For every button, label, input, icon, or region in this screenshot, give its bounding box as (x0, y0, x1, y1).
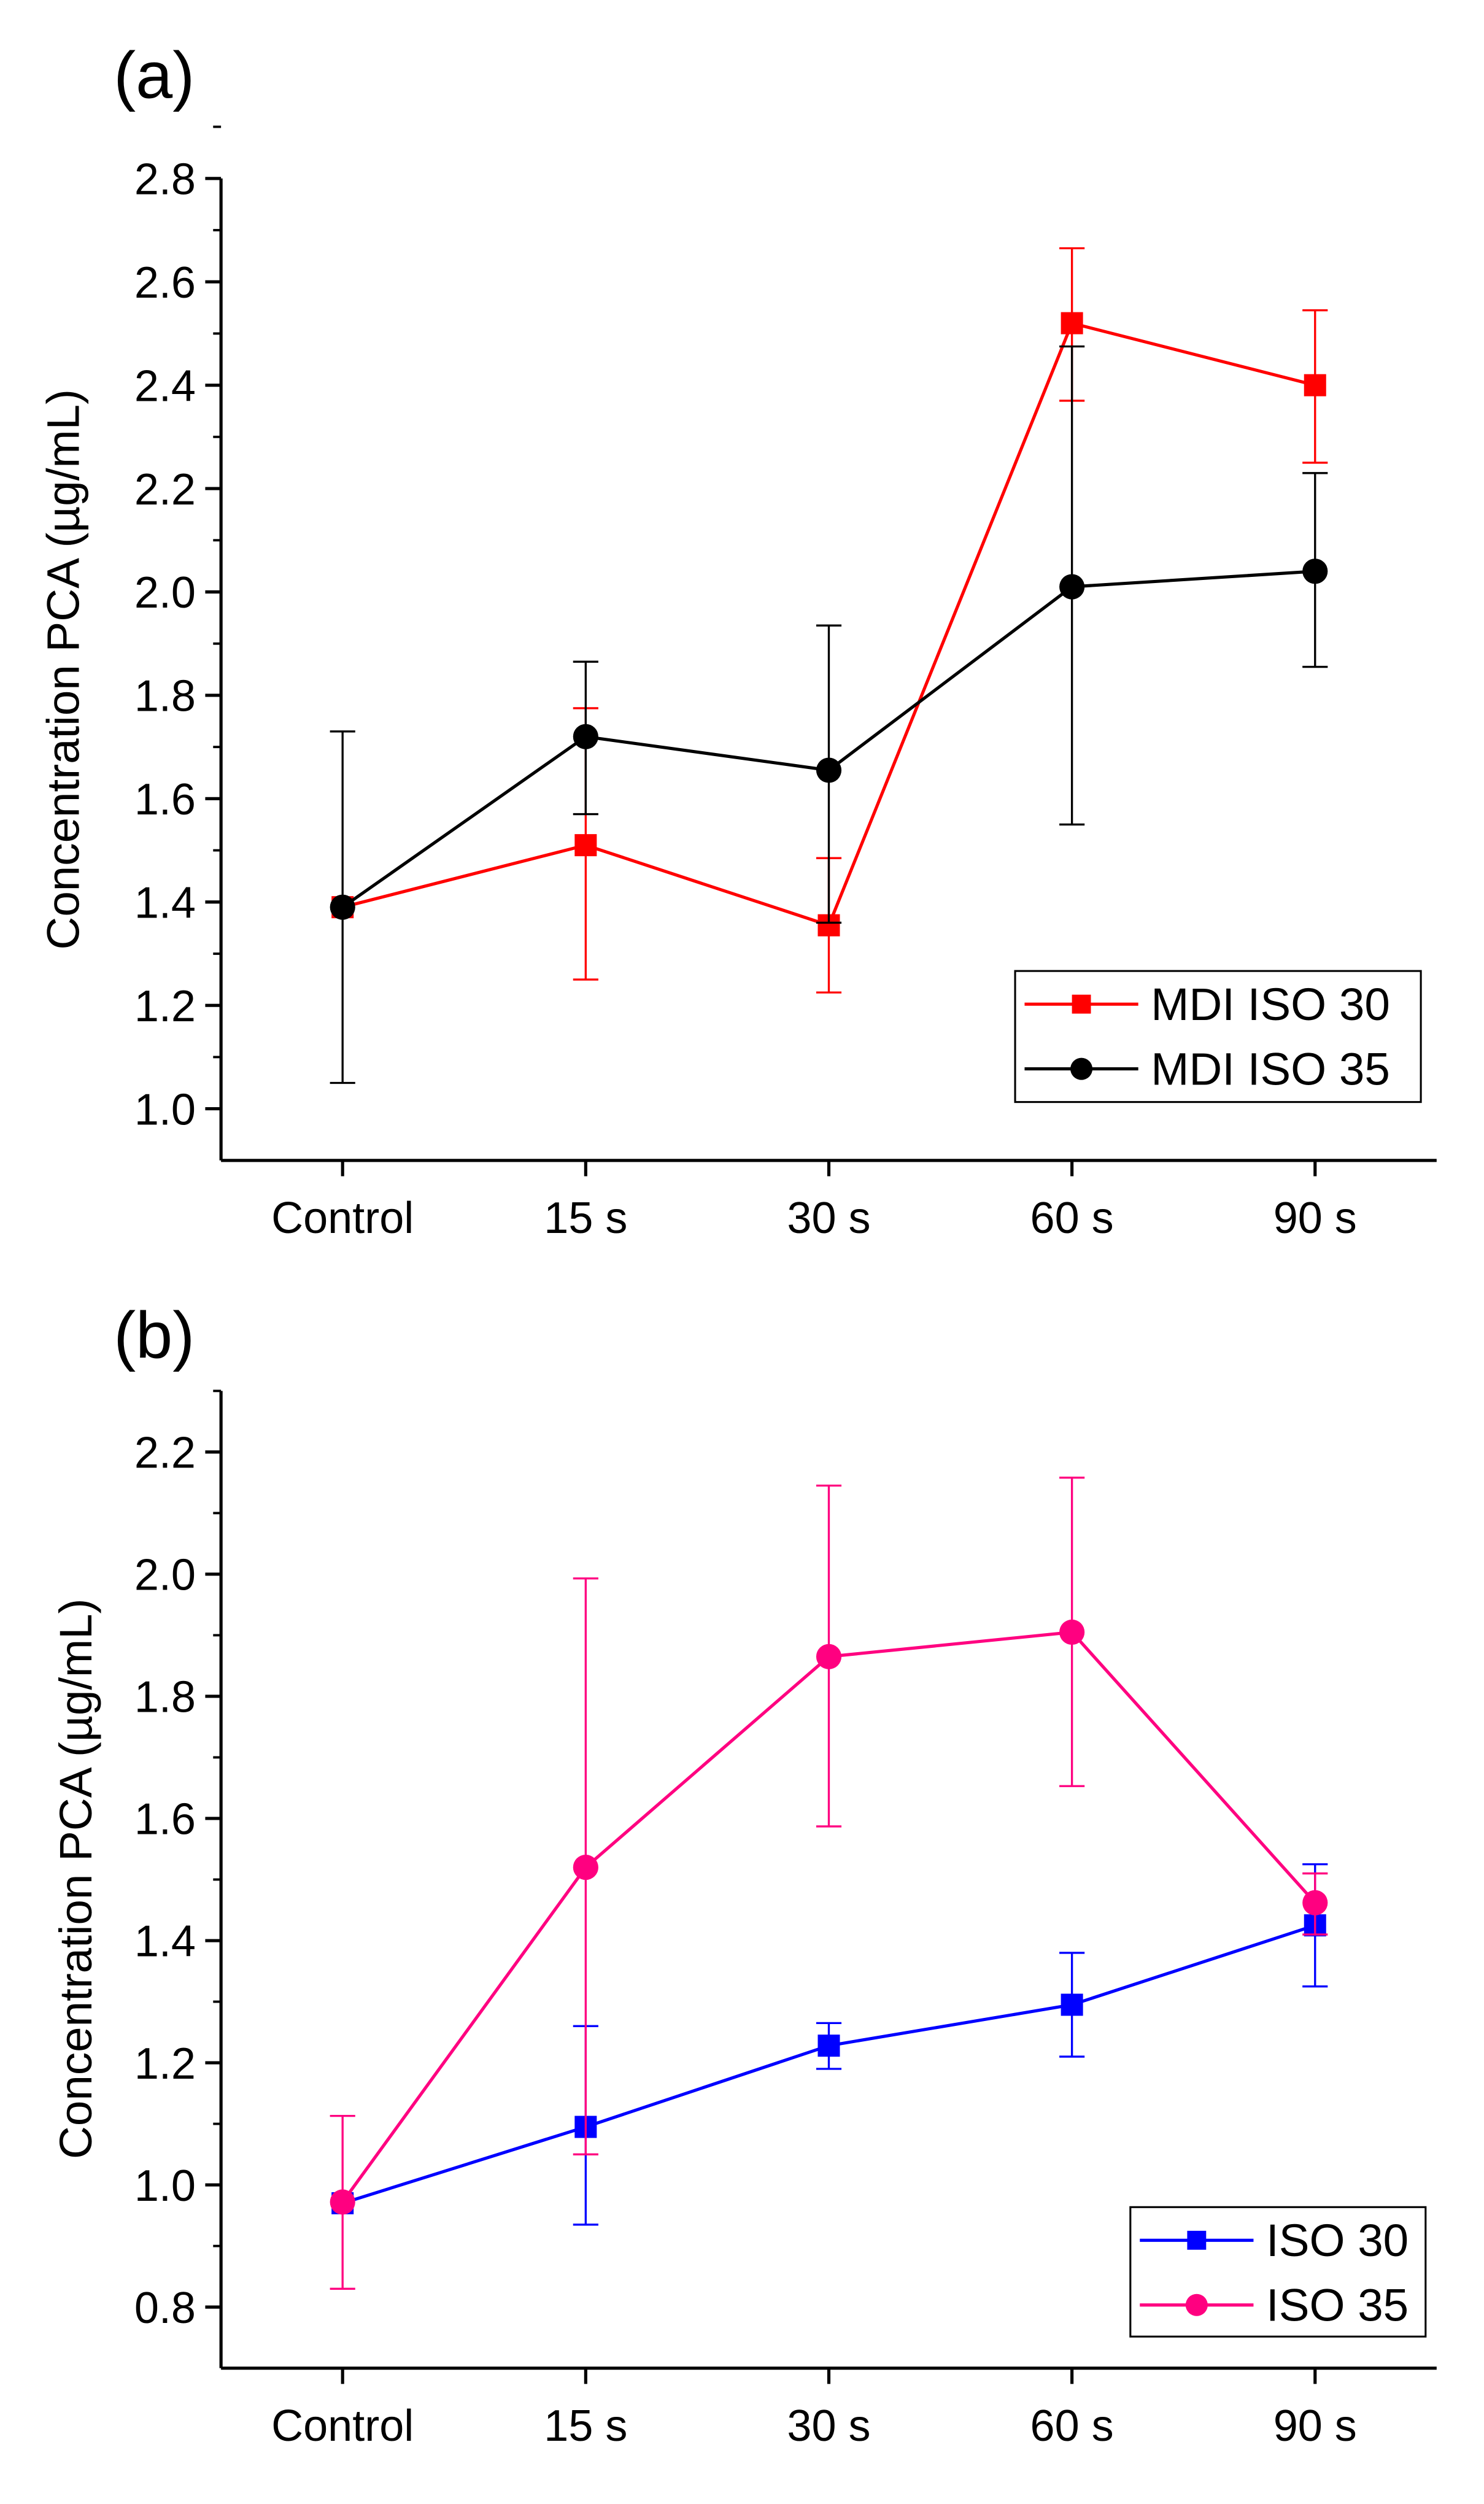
panel-b: (b) Concentration PCA (µg/mL) 0.8 1.0 1.2 1… (50, 1297, 1437, 2451)
data-point-3 (1061, 312, 1083, 334)
data-point-0 (330, 2189, 355, 2215)
data-point-4 (1304, 374, 1326, 396)
y-tick-label: 0.8 (134, 2284, 196, 2333)
x-tick-label: Control (271, 2402, 414, 2451)
data-point-legend (1070, 1057, 1093, 1080)
data-point-legend (1187, 2230, 1207, 2250)
series-mdi-iso-30 (331, 247, 1328, 994)
y-tick-label: 1.6 (134, 1795, 196, 1844)
y-tick-label: 2.6 (134, 258, 196, 307)
x-tick-label: 60 s (1030, 1194, 1114, 1243)
y-tick-label: 1.0 (134, 2162, 196, 2211)
legend-box (1014, 970, 1422, 1103)
y-tick-label: 1.2 (134, 2039, 196, 2089)
y-tick-label: 1.8 (134, 672, 196, 721)
legend-label: ISO 30 (1266, 2214, 1409, 2266)
data-point-3 (1059, 574, 1085, 600)
panel-label: (a) (114, 38, 195, 112)
x-tick-label: 15 s (544, 1194, 627, 1243)
y-tick-label: 1.8 (134, 1673, 196, 1722)
data-point-1 (573, 724, 598, 749)
data-point-4 (1302, 1890, 1328, 1915)
data-point-2 (817, 2035, 840, 2057)
y-tick-label: 1.4 (134, 1917, 196, 1966)
legend-box (1129, 2206, 1427, 2338)
data-point-4 (1302, 558, 1328, 584)
legend-label: MDI ISO 35 (1151, 1043, 1390, 1094)
data-point-1 (574, 834, 597, 857)
series-mdi-iso-35 (330, 345, 1328, 1084)
series-iso-35 (330, 1477, 1328, 2290)
y-tick-label: 2.8 (134, 155, 196, 204)
x-tick-label: Control (271, 1194, 414, 1243)
panel-a: (a) Concentration PCA (µg/mL) 1.0 1.2 1.4 1… (37, 38, 1437, 1243)
legend: ISO 30 ISO 35 (1129, 2206, 1427, 2338)
y-tick-label: 1.0 (134, 1085, 196, 1134)
legend-label: ISO 35 (1266, 2279, 1409, 2330)
series-iso-30 (331, 1863, 1328, 2226)
x-tick-label: 15 s (544, 2402, 627, 2451)
y-tick-label: 2.4 (134, 361, 196, 411)
data-point-3 (1059, 1619, 1085, 1645)
x-tick-label: 60 s (1030, 2402, 1114, 2451)
x-tick-label: 90 s (1273, 1194, 1357, 1243)
data-point-legend (1185, 2293, 1208, 2316)
data-point-legend (1072, 994, 1091, 1014)
data-point-2 (816, 1644, 842, 1669)
x-tick-label: 30 s (787, 1194, 870, 1243)
data-point-3 (1061, 1993, 1083, 2016)
y-tick-label: 1.2 (134, 982, 196, 1031)
x-tick-label: 30 s (787, 2402, 870, 2451)
y-tick-label: 1.4 (134, 878, 196, 927)
y-tick-label: 1.6 (134, 775, 196, 824)
y-tick-label: 2.0 (134, 568, 196, 617)
x-tick-label: 90 s (1273, 2402, 1357, 2451)
data-point-1 (573, 1855, 598, 1880)
data-point-2 (816, 757, 842, 783)
y-tick-label: 2.2 (134, 1429, 196, 1478)
legend: MDI ISO 30 MDI ISO 35 (1014, 970, 1422, 1103)
y-tick-label: 2.2 (134, 465, 196, 514)
y-axis-label: Concentration PCA (µg/mL) (37, 389, 89, 949)
y-axis-label: Concentration PCA (µg/mL) (50, 1599, 101, 2159)
data-point-0 (330, 894, 355, 920)
panel-label: (b) (114, 1297, 195, 1372)
legend-label: MDI ISO 30 (1151, 978, 1390, 1030)
y-tick-label: 2.0 (134, 1551, 196, 1600)
